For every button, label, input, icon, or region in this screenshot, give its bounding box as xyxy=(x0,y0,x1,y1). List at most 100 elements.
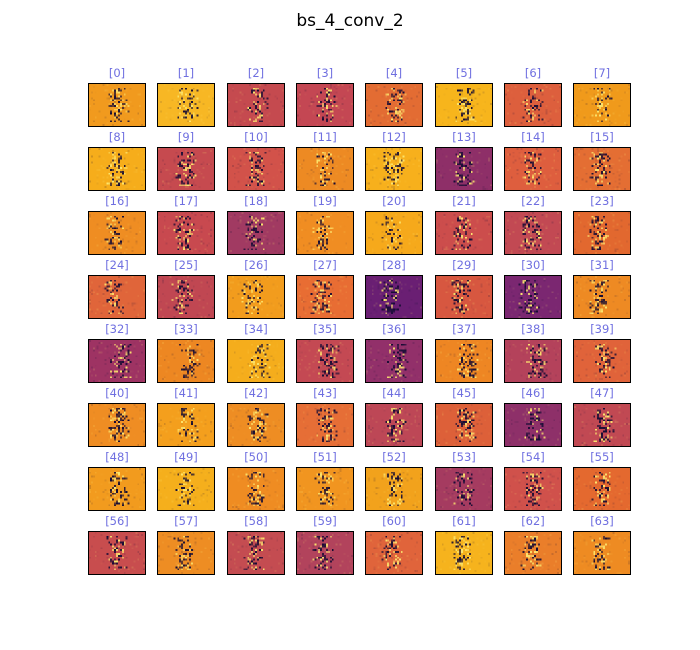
feature-map-label: [63] xyxy=(590,514,614,528)
feature-map-image xyxy=(504,211,562,255)
figure-title: bs_4_conv_2 xyxy=(296,11,404,31)
activation-heatmap xyxy=(574,84,630,126)
feature-map-label: [22] xyxy=(521,194,545,208)
feature-map-label: [20] xyxy=(382,194,406,208)
feature-map-label: [19] xyxy=(313,194,337,208)
feature-map-image xyxy=(88,467,146,511)
feature-map-image xyxy=(504,339,562,383)
feature-map-label: [55] xyxy=(590,450,614,464)
feature-map-label: [62] xyxy=(521,514,545,528)
activation-heatmap xyxy=(436,276,492,318)
activation-heatmap xyxy=(436,212,492,254)
feature-map-image xyxy=(88,531,146,575)
feature-map-label: [10] xyxy=(244,130,268,144)
feature-map-label: [36] xyxy=(382,322,406,336)
feature-map-image xyxy=(435,147,493,191)
feature-map-label: [53] xyxy=(452,450,476,464)
feature-map-image xyxy=(573,531,631,575)
feature-map-label: [27] xyxy=(313,258,337,272)
feature-map-label: [35] xyxy=(313,322,337,336)
feature-map-label: [41] xyxy=(174,386,198,400)
activation-heatmap xyxy=(366,340,422,382)
feature-map-image xyxy=(227,147,285,191)
activation-heatmap xyxy=(574,148,630,190)
feature-map-label: [45] xyxy=(452,386,476,400)
feature-map-label: [16] xyxy=(105,194,129,208)
feature-map-label: [13] xyxy=(452,130,476,144)
activation-heatmap xyxy=(505,84,561,126)
activation-heatmap xyxy=(228,148,284,190)
activation-heatmap xyxy=(297,276,353,318)
feature-map-label: [59] xyxy=(313,514,337,528)
activation-heatmap xyxy=(297,84,353,126)
feature-map-image xyxy=(504,147,562,191)
feature-map-image xyxy=(573,83,631,127)
feature-map-image xyxy=(227,275,285,319)
feature-map-label: [7] xyxy=(593,66,611,80)
activation-heatmap xyxy=(158,468,214,510)
activation-heatmap xyxy=(89,468,145,510)
feature-map-label: [2] xyxy=(247,66,265,80)
feature-map-image xyxy=(435,83,493,127)
feature-map-image xyxy=(504,467,562,511)
feature-map-label: [51] xyxy=(313,450,337,464)
feature-map-label: [29] xyxy=(452,258,476,272)
feature-map-label: [17] xyxy=(174,194,198,208)
activation-heatmap xyxy=(158,276,214,318)
feature-map-image xyxy=(88,339,146,383)
activation-heatmap xyxy=(436,532,492,574)
feature-map-label: [61] xyxy=(452,514,476,528)
feature-map-label: [54] xyxy=(521,450,545,464)
feature-map-label: [21] xyxy=(452,194,476,208)
activation-heatmap xyxy=(436,84,492,126)
feature-map-image xyxy=(88,275,146,319)
activation-heatmap xyxy=(158,532,214,574)
feature-map-image xyxy=(435,275,493,319)
activation-heatmap xyxy=(366,468,422,510)
activation-heatmap xyxy=(505,404,561,446)
feature-map-label: [23] xyxy=(590,194,614,208)
feature-map-label: [6] xyxy=(524,66,542,80)
feature-map-label: [40] xyxy=(105,386,129,400)
feature-map-image xyxy=(365,147,423,191)
activation-heatmap xyxy=(89,148,145,190)
feature-map-label: [52] xyxy=(382,450,406,464)
feature-map-image xyxy=(573,467,631,511)
activation-heatmap xyxy=(366,276,422,318)
feature-map-label: [3] xyxy=(316,66,334,80)
feature-map-image xyxy=(296,531,354,575)
activation-heatmap xyxy=(297,340,353,382)
activation-heatmap xyxy=(297,532,353,574)
feature-map-image xyxy=(88,211,146,255)
feature-map-label: [38] xyxy=(521,322,545,336)
feature-map-image xyxy=(365,275,423,319)
activation-heatmap xyxy=(436,468,492,510)
feature-map-image xyxy=(157,531,215,575)
activation-heatmap xyxy=(366,532,422,574)
feature-map-image xyxy=(296,275,354,319)
feature-map-label: [9] xyxy=(177,130,195,144)
feature-map-label: [26] xyxy=(244,258,268,272)
activation-heatmap xyxy=(436,148,492,190)
feature-map-image xyxy=(573,211,631,255)
feature-map-image xyxy=(88,147,146,191)
feature-map-label: [25] xyxy=(174,258,198,272)
feature-map-image xyxy=(365,211,423,255)
activation-heatmap xyxy=(89,404,145,446)
activation-heatmap xyxy=(228,468,284,510)
feature-map-image xyxy=(573,147,631,191)
activation-heatmap xyxy=(228,84,284,126)
feature-map-label: [14] xyxy=(521,130,545,144)
activation-heatmap xyxy=(366,148,422,190)
feature-map-image xyxy=(573,275,631,319)
activation-heatmap xyxy=(436,340,492,382)
activation-heatmap xyxy=(366,212,422,254)
feature-map-image xyxy=(435,339,493,383)
activation-heatmap xyxy=(505,340,561,382)
activation-heatmap xyxy=(574,468,630,510)
feature-map-label: [39] xyxy=(590,322,614,336)
feature-map-image xyxy=(365,339,423,383)
activation-heatmap xyxy=(89,340,145,382)
feature-map-label: [42] xyxy=(244,386,268,400)
activation-heatmap xyxy=(158,404,214,446)
